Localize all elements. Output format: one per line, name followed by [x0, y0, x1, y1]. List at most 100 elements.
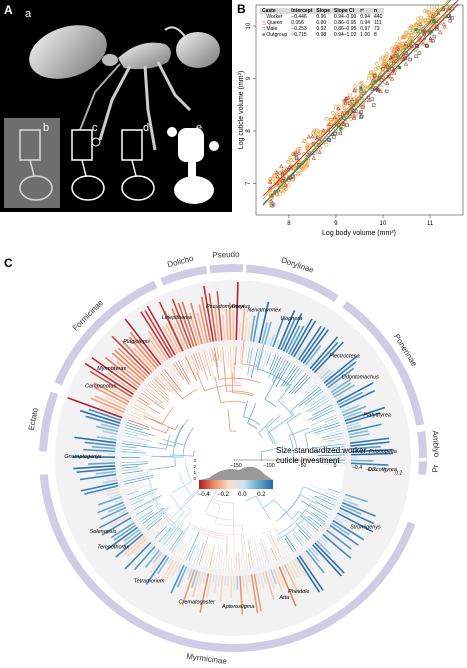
data-point — [315, 135, 320, 140]
tree-branch — [305, 509, 326, 525]
trait-bar — [343, 411, 362, 419]
th-intercept: Intercept — [291, 8, 313, 14]
trait-bar — [191, 571, 201, 598]
data-point — [317, 149, 322, 154]
data-point — [268, 179, 273, 184]
tree-branch — [122, 437, 147, 443]
tree-branch — [162, 438, 185, 446]
data-point — [342, 98, 348, 103]
tree-branch — [143, 506, 170, 527]
trait-bar — [228, 302, 232, 341]
trait-bar — [122, 531, 142, 548]
tree-branch — [267, 433, 274, 445]
data-point — [370, 97, 375, 101]
data-point — [326, 137, 331, 142]
subfamily-arc — [209, 264, 244, 274]
tree-branch — [174, 533, 184, 547]
tree-branch — [245, 346, 248, 359]
tree-branch — [148, 384, 170, 403]
trait-bar — [305, 549, 325, 574]
trait-bar — [79, 409, 121, 424]
genus-label: Crematogaster — [179, 600, 217, 606]
cell: 0.94 — [360, 20, 371, 26]
trait-bar — [238, 322, 241, 341]
data-point — [428, 36, 433, 40]
trait-bar — [149, 553, 165, 574]
trait-bar — [190, 302, 203, 345]
tree-branch — [255, 495, 271, 520]
tree-branch — [317, 454, 345, 456]
tree-branch — [291, 535, 301, 548]
genus-label: Neivamyrmex — [247, 307, 281, 313]
tree-branch — [332, 451, 345, 454]
trait-bar — [145, 554, 167, 585]
density-tick-label: 0 — [193, 476, 196, 481]
tree-branch — [259, 542, 267, 565]
trait-bar — [126, 519, 134, 525]
trait-bar — [303, 551, 313, 564]
tree-branch — [198, 351, 209, 381]
data-point — [316, 143, 321, 147]
trait-bar — [176, 563, 182, 573]
trait-bar — [89, 370, 133, 398]
trait-bar — [349, 437, 364, 442]
data-point — [403, 40, 409, 45]
trait-bar — [171, 308, 190, 350]
data-point — [432, 20, 436, 24]
tree-branch — [258, 418, 274, 434]
trait-bar — [339, 507, 375, 525]
density-tick-label: 2 — [193, 464, 196, 469]
tree-branch — [143, 415, 163, 425]
data-point — [438, 21, 443, 26]
tree-branch — [285, 363, 294, 375]
trait-bar — [281, 565, 287, 575]
data-point — [393, 50, 398, 55]
tree-branch — [181, 533, 195, 558]
trait-bar — [95, 470, 116, 475]
data-point — [397, 66, 402, 70]
data-point — [374, 86, 378, 90]
male-marker-icon: □ — [262, 26, 266, 32]
trait-bar — [181, 301, 198, 347]
trait-bar — [341, 405, 359, 414]
trait-bar — [217, 575, 221, 587]
data-point — [301, 167, 306, 171]
x-tick-label: 8 — [287, 221, 291, 227]
tree-branch — [142, 507, 165, 525]
time-tick-label: 0 — [334, 463, 337, 469]
table-row: ■ Outgroup −0.715 0.98 0.94–1.02 1.00 8 — [260, 32, 384, 38]
trait-bar — [288, 561, 299, 578]
data-point — [329, 120, 334, 124]
tree-branch — [298, 388, 322, 407]
trait-bar — [104, 395, 127, 408]
data-point — [344, 120, 348, 124]
outgroup-marker-icon: ■ — [262, 32, 266, 38]
data-point — [318, 141, 323, 146]
tree-branch — [156, 527, 169, 541]
tree-branch — [225, 543, 228, 570]
trait-bar — [344, 496, 353, 501]
data-point — [378, 89, 383, 93]
data-point — [359, 110, 363, 114]
x-tick-label: 10 — [380, 221, 387, 227]
trait-bar — [79, 473, 117, 481]
trait-bar — [285, 325, 301, 354]
tree-branch — [264, 398, 277, 408]
tree-branch — [121, 468, 142, 472]
trait-bar — [286, 562, 296, 579]
data-point — [447, 14, 451, 18]
tree-branch — [312, 404, 332, 416]
tree-branch — [198, 536, 209, 565]
tree-branch — [216, 523, 242, 527]
trait-bar — [246, 322, 251, 342]
trait-bar — [88, 408, 122, 422]
trait-bar — [199, 573, 210, 613]
tree-branch — [275, 494, 301, 522]
genus-label: Pheidole — [288, 589, 309, 595]
cell: Outgroup — [266, 32, 288, 38]
data-point — [424, 24, 429, 29]
tree-branch — [214, 376, 222, 403]
data-point — [395, 54, 399, 58]
time-tick-label: −150 — [230, 463, 241, 469]
